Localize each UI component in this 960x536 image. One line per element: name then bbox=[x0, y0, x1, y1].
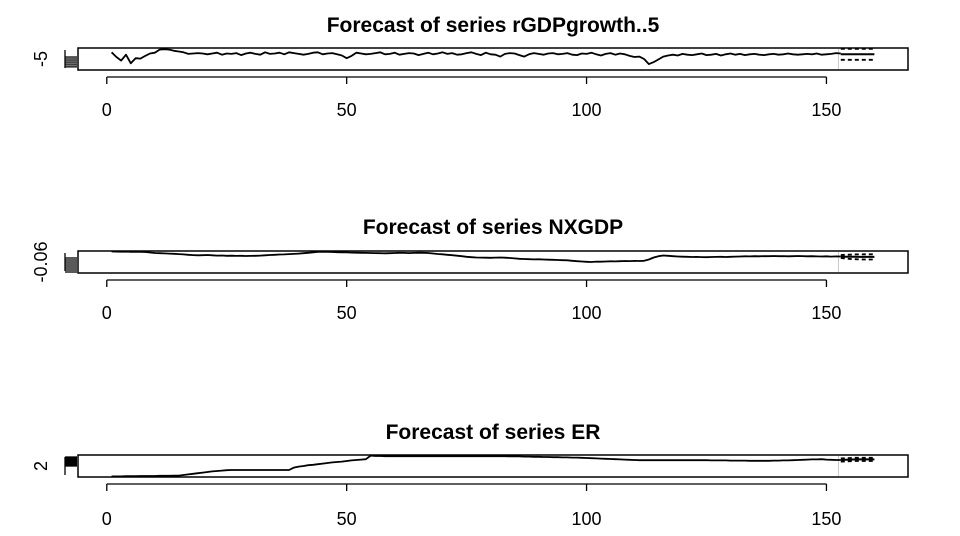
x-tick-label: 100 bbox=[572, 509, 602, 529]
x-tick-label: 100 bbox=[572, 100, 602, 120]
y-tick-label: 2 bbox=[31, 461, 51, 471]
chart-panel-3: Forecast of series ER 0 50 100 150 2 bbox=[31, 421, 909, 529]
x-tick-label: 100 bbox=[572, 303, 602, 323]
history-series-line bbox=[111, 250, 841, 263]
forecast-mean-line bbox=[840, 458, 875, 461]
chart-title: Forecast of series rGDPgrowth..5 bbox=[327, 14, 660, 37]
x-tick-label: 50 bbox=[337, 509, 357, 529]
forecast-lower-bound-line bbox=[840, 460, 875, 463]
plot-frame bbox=[77, 47, 909, 71]
x-tick-label: 50 bbox=[337, 303, 357, 323]
chart-panel-2: Forecast of series NXGDP 0 50 100 150 -0.06 bbox=[31, 216, 909, 323]
y-tick-label: -5 bbox=[31, 51, 51, 67]
history-series-line bbox=[110, 48, 841, 65]
x-tick-label: 50 bbox=[337, 100, 357, 120]
x-tick-label: 150 bbox=[811, 509, 841, 529]
chart-panel-1: Forecast of series rGDPgrowth..5 0 50 100 15… bbox=[31, 14, 909, 120]
chart-title: Forecast of series ER bbox=[386, 421, 601, 444]
forecast-upper-bound-line bbox=[840, 456, 875, 460]
x-tick-label: 0 bbox=[102, 509, 112, 529]
x-tick-label: 150 bbox=[811, 100, 841, 120]
history-series-line bbox=[111, 454, 841, 478]
forecast-lower-bound-line bbox=[840, 257, 875, 261]
plot-frame bbox=[77, 250, 909, 274]
chart-title: Forecast of series NXGDP bbox=[363, 216, 623, 239]
x-tick-label: 0 bbox=[102, 303, 112, 323]
x-tick-label: 150 bbox=[811, 303, 841, 323]
forecast-upper-bound-line bbox=[840, 253, 875, 256]
plot-frame bbox=[77, 454, 909, 478]
x-tick-label: 0 bbox=[102, 100, 112, 120]
y-tick-label: -0.06 bbox=[31, 241, 51, 282]
